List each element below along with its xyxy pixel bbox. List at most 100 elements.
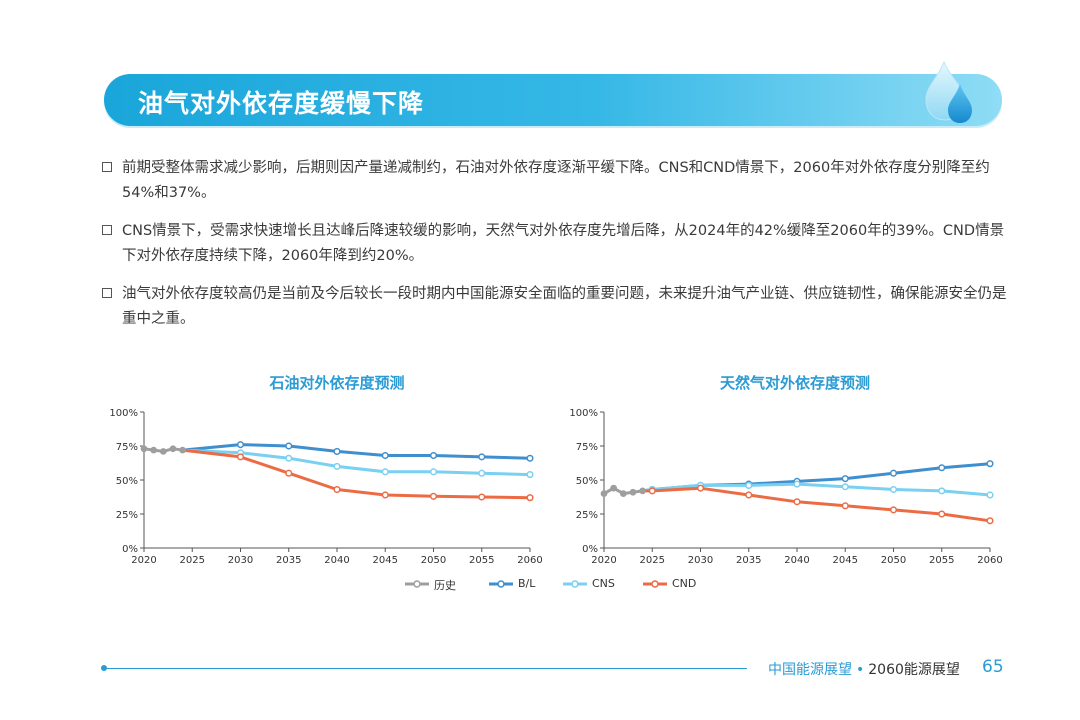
x-tick-label: 2035 xyxy=(736,555,761,566)
data-point-bl xyxy=(285,442,293,450)
x-tick-label: 2040 xyxy=(784,555,809,566)
checkbox-square-icon xyxy=(102,225,112,235)
data-point-cnd xyxy=(526,494,534,502)
data-point-cnd xyxy=(429,492,438,500)
x-tick-label: 2040 xyxy=(324,555,349,566)
data-point-cns xyxy=(938,487,946,495)
data-point-bl xyxy=(986,460,994,468)
data-point-bl xyxy=(333,447,341,455)
data-point-bl xyxy=(889,469,898,477)
gas-chart-title: 天然气对外依存度预测 xyxy=(719,374,870,392)
data-point-cnd xyxy=(889,506,898,514)
data-point-bl xyxy=(381,451,389,460)
checkbox-square-icon xyxy=(102,162,112,172)
series-line-cnd xyxy=(181,448,532,500)
data-point-cnd xyxy=(986,517,994,525)
x-tick-label: 2045 xyxy=(373,555,398,566)
x-tick-label: 2060 xyxy=(977,555,1002,566)
data-point-cnd xyxy=(236,453,245,461)
bullet-text: CNS情景下，受需求快速增长且达峰后降速较缓的影响，天然气对外依存度先增后降，从… xyxy=(122,223,1005,264)
bullet-list: 前期受整体需求减少影响，后期则因产量递减制约，石油对外依存度逐渐平缓下降。CNS… xyxy=(100,156,1010,345)
data-point-history xyxy=(610,484,618,492)
y-tick-label: 75% xyxy=(576,442,598,453)
x-tick-label: 2055 xyxy=(469,555,494,566)
data-point-history xyxy=(169,445,177,453)
x-tick-label: 2025 xyxy=(180,555,205,566)
series-line-cns xyxy=(181,448,532,477)
data-point-history xyxy=(629,488,637,496)
data-point-cns xyxy=(333,462,341,470)
data-point-bl xyxy=(236,441,245,449)
page-title: 油气对外依存度缓慢下降 xyxy=(138,89,425,118)
data-point-bl xyxy=(938,464,946,472)
data-point-cns xyxy=(526,471,534,479)
gas-dependency-chart: 0% 25% 50% 75% 100% 2020 2025 2030 2035 2040 2045 2… xyxy=(569,408,1002,566)
y-tick-label: 50% xyxy=(116,476,138,487)
data-point-bl xyxy=(429,451,438,460)
data-point-history xyxy=(150,446,158,454)
bullet-text: 油气对外依存度较高仍是当前及今后较长一段时期内中国能源安全面临的重要问题，未来提… xyxy=(122,286,1007,327)
footer-rule xyxy=(104,668,747,669)
data-point-cnd xyxy=(381,491,389,499)
data-point-cnd xyxy=(285,469,293,477)
bullet-item: CNS情景下，受需求快速增长且达峰后降速较缓的影响，天然气对外依存度先增后降，从… xyxy=(100,219,1010,269)
x-tick-label: 2025 xyxy=(640,555,665,566)
data-point-cns xyxy=(478,469,486,477)
data-point-history xyxy=(619,490,627,497)
y-tick-label: 0% xyxy=(122,544,138,555)
data-point-cns xyxy=(745,481,753,489)
data-point-history xyxy=(140,445,148,453)
series-line-cnd xyxy=(641,486,992,523)
x-tick-label: 2020 xyxy=(591,555,616,566)
x-tick-label: 2030 xyxy=(228,555,253,566)
y-tick-label: 100% xyxy=(569,408,598,419)
x-tick-label: 2060 xyxy=(517,555,542,566)
y-tick-label: 25% xyxy=(576,510,598,521)
title-banner: 油气对外依存度缓慢下降 xyxy=(104,74,1002,126)
y-tick-label: 25% xyxy=(116,510,138,521)
data-point-bl xyxy=(478,453,486,461)
bullet-item: 油气对外依存度较高仍是当前及今后较长一段时期内中国能源安全面临的重要问题，未来提… xyxy=(100,282,1010,332)
y-tick-label: 0% xyxy=(582,544,598,555)
data-point-history xyxy=(600,490,608,497)
y-tick-label: 75% xyxy=(116,442,138,453)
data-point-bl xyxy=(526,454,534,462)
x-tick-label: 2020 xyxy=(131,555,156,566)
checkbox-square-icon xyxy=(102,288,112,298)
data-point-cnd xyxy=(745,491,753,499)
data-point-bl xyxy=(841,475,849,483)
data-point-cnd xyxy=(696,484,705,492)
data-point-cnd xyxy=(938,510,946,518)
x-tick-label: 2045 xyxy=(833,555,858,566)
y-tick-label: 100% xyxy=(109,408,138,419)
data-point-history xyxy=(159,448,167,455)
data-point-cns xyxy=(889,485,898,494)
data-point-history xyxy=(639,487,646,495)
data-point-cnd xyxy=(841,502,849,510)
data-point-cns xyxy=(793,480,801,488)
bullet-item: 前期受整体需求减少影响，后期则因产量递减制约，石油对外依存度逐渐平缓下降。CNS… xyxy=(100,156,1010,206)
data-point-cnd xyxy=(793,498,801,506)
y-tick-label: 50% xyxy=(576,476,598,487)
bullet-text: 前期受整体需求减少影响，后期则因产量递减制约，石油对外依存度逐渐平缓下降。CNS… xyxy=(122,160,990,201)
oil-chart-title: 石油对外依存度预测 xyxy=(269,374,405,392)
x-tick-label: 2050 xyxy=(421,555,446,566)
series-line-bl xyxy=(181,443,532,460)
data-point-cnd xyxy=(648,487,656,495)
data-point-cnd xyxy=(333,485,341,494)
data-point-cns xyxy=(429,468,438,476)
x-tick-label: 2055 xyxy=(929,555,954,566)
data-point-cnd xyxy=(478,493,486,501)
chart-legend: 历史 B/L CNS CND xyxy=(400,576,720,594)
footer-caption: 中国能源展望 • 2060能源展望 xyxy=(768,662,960,678)
water-drop-icon xyxy=(918,56,988,132)
data-point-history xyxy=(179,446,186,454)
page-number: 65 xyxy=(982,657,1004,677)
data-point-cns xyxy=(841,483,849,491)
oil-dependency-chart: 0% 25% 50% 75% 100% 2020 2025 2030 2035 2040 2045 2… xyxy=(109,408,542,566)
data-point-cns xyxy=(381,468,389,476)
data-point-cns xyxy=(285,454,293,462)
data-point-cns xyxy=(986,491,994,499)
x-tick-label: 2035 xyxy=(276,555,301,566)
x-tick-label: 2050 xyxy=(881,555,906,566)
